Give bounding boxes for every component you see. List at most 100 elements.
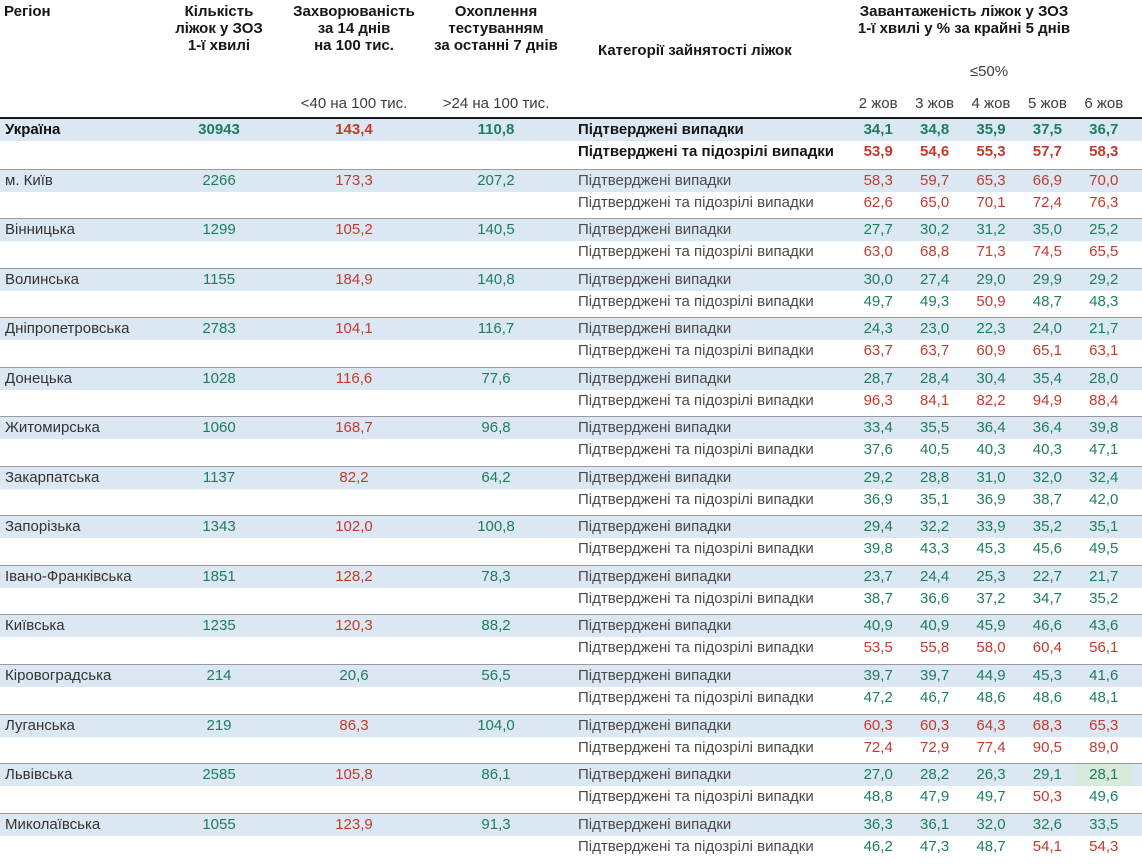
testing-threshold: >24 на 100 тис.: [442, 95, 550, 112]
occupancy-value: 35,1: [919, 490, 950, 508]
region-name: м. Київ: [5, 171, 53, 189]
occupancy-value: 37,6: [863, 441, 893, 459]
region-name: Запорізька: [5, 518, 81, 536]
region-row-suspected: Підтверджені та підозрілі випадки 38,7 36,…: [0, 587, 1142, 610]
occupancy-value: 48,6: [976, 689, 1006, 707]
occupancy-value: 29,4: [863, 518, 893, 536]
date-column: 2 жов: [858, 95, 898, 112]
occupancy-value: 54,1: [1032, 837, 1062, 855]
region-block: Київська 1235 120,3 88,2 Підтверджені випадк…: [0, 614, 1142, 664]
region-name: Миколаївська: [5, 815, 101, 833]
occupancy-value: 58,3: [863, 171, 893, 189]
occupancy-value: 47,3: [919, 837, 950, 855]
occupancy-value: 50,3: [1032, 788, 1062, 806]
empty-cell: [288, 737, 420, 759]
occupancy-value: 40,9: [863, 617, 893, 635]
occupancy-value: 68,3: [1032, 716, 1062, 734]
region-row-confirmed: Івано-Франківська 1851 128,2 78,3 Підтвердже…: [0, 565, 1142, 588]
occupancy-value: 70,1: [976, 193, 1006, 211]
occupancy-value: 50,9: [976, 292, 1006, 310]
occupancy-value: 29,2: [863, 468, 893, 486]
table-header: Регіон Кількість ліжок у ЗОЗ 1-ї хвилі З…: [0, 0, 1142, 117]
occupancy-value: 49,6: [1089, 788, 1119, 806]
occupancy-value: 36,7: [1089, 121, 1119, 138]
region-block: Дніпропетровська 2783 104,1 116,7 Підтвердже…: [0, 317, 1142, 367]
occupancy-value: 63,0: [863, 243, 893, 261]
occupancy-value: 72,9: [919, 738, 950, 756]
region-block: Івано-Франківська 1851 128,2 78,3 Підтвердже…: [0, 564, 1142, 615]
empty-cell: [0, 192, 150, 214]
empty-cell: [420, 291, 572, 313]
beds-value: 2783: [202, 320, 236, 338]
testing-value: 140,8: [477, 270, 515, 288]
occupancy-value: 64,3: [976, 716, 1006, 734]
empty-cell: [420, 192, 572, 214]
occupancy-value: 49,5: [1089, 540, 1119, 558]
region-block: Україна 30943 143,4 110,8 Підтверджені випад…: [0, 119, 1142, 169]
occupancy-value: 48,7: [1032, 292, 1062, 310]
empty-cell: [0, 836, 150, 858]
category-label: Підтверджені випадки: [578, 221, 732, 239]
occupancy-value: 94,9: [1032, 391, 1062, 409]
region-row-suspected: Підтверджені та підозрілі випадки 36,9 35,…: [0, 488, 1142, 511]
category-label: Підтверджені та підозрілі випадки: [578, 639, 814, 657]
empty-cell: [420, 637, 572, 659]
occupancy-value: 57,7: [1032, 143, 1062, 160]
occupancy-value: 58,0: [976, 639, 1006, 657]
occupancy-value: 39,7: [919, 667, 950, 685]
category-label: Підтверджені випадки: [578, 468, 732, 486]
incidence-value: 116,6: [335, 369, 373, 387]
occupancy-value: 29,0: [976, 270, 1006, 288]
empty-cell: [420, 390, 572, 412]
occupancy-threshold: ≤50%: [969, 63, 1009, 80]
empty-cell: [150, 291, 288, 313]
occupancy-value: 48,7: [976, 837, 1006, 855]
date-column: 6 жов: [1084, 95, 1124, 112]
occupancy-value: 29,9: [1032, 270, 1062, 288]
beds-value: 219: [206, 716, 232, 734]
region-row-confirmed: Вінницька 1299 105,2 140,5 Підтверджені випа…: [0, 219, 1142, 242]
occupancy-value: 58,3: [1089, 143, 1119, 160]
empty-cell: [288, 637, 420, 659]
empty-cell: [288, 390, 420, 412]
category-label: Підтверджені випадки: [578, 766, 732, 784]
region-row-suspected: Підтверджені та підозрілі випадки 96,3 84,…: [0, 389, 1142, 412]
incidence-value: 105,8: [335, 766, 373, 784]
region-block: Закарпатська 1137 82,2 64,2 Підтверджені вип…: [0, 465, 1142, 516]
empty-cell: [288, 439, 420, 461]
beds-value: 1137: [202, 468, 236, 486]
occupancy-value: 34,8: [919, 121, 950, 138]
occupancy-value: 22,3: [976, 320, 1006, 338]
occupancy-value: 72,4: [1032, 193, 1062, 211]
category-label: Підтверджені випадки: [578, 369, 732, 387]
occupancy-value: 55,3: [976, 143, 1006, 160]
category-label: Підтверджені та підозрілі випадки: [578, 738, 814, 756]
region-block: Луганська 219 86,3 104,0 Підтверджені випадк…: [0, 713, 1142, 764]
region-row-confirmed: Дніпропетровська 2783 104,1 116,7 Підтвердже…: [0, 318, 1142, 341]
occupancy-value: 65,0: [919, 193, 950, 211]
incidence-value: 104,1: [335, 320, 373, 338]
occupancy-value: 65,3: [1089, 716, 1119, 734]
region-row-suspected: Підтверджені та підозрілі випадки 39,8 43,…: [0, 538, 1142, 561]
region-row-confirmed: Житомирська 1060 168,7 96,8 Підтверджені вип…: [0, 417, 1142, 440]
empty-cell: [0, 439, 150, 461]
testing-value: 56,5: [481, 667, 511, 685]
beds-value: 30943: [198, 121, 240, 138]
region-name: Волинська: [5, 270, 79, 288]
occupancy-value: 48,3: [1089, 292, 1119, 310]
region-name: Київська: [5, 617, 65, 635]
category-label: Підтверджені та підозрілі випадки: [578, 788, 814, 806]
occupancy-value: 60,3: [863, 716, 893, 734]
empty-cell: [150, 489, 288, 511]
category-label: Підтверджені випадки: [578, 270, 732, 288]
empty-cell: [150, 588, 288, 610]
occupancy-value: 33,9: [976, 518, 1006, 536]
region-row-confirmed: Закарпатська 1137 82,2 64,2 Підтверджені вип…: [0, 466, 1142, 489]
region-name: Житомирська: [5, 419, 100, 437]
occupancy-value: 71,3: [976, 243, 1006, 261]
empty-cell: [420, 588, 572, 610]
category-label: Підтверджені та підозрілі випадки: [578, 689, 814, 707]
region-row-confirmed: Львівська 2585 105,8 86,1 Підтверджені випад…: [0, 764, 1142, 787]
occupancy-value: 35,5: [919, 419, 950, 437]
